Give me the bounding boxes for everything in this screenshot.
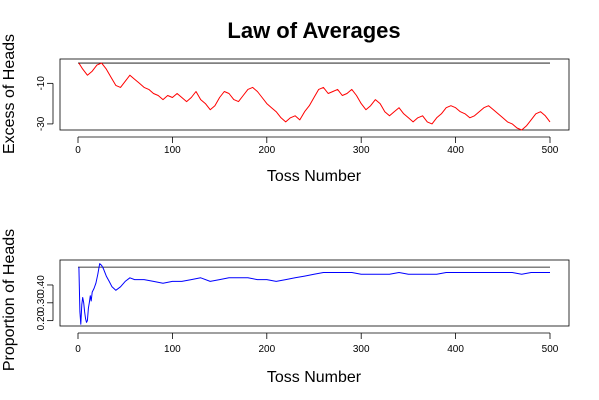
- proportion-x-tick-label: 300: [353, 344, 370, 355]
- proportion-y-tick-label: 0.30: [36, 293, 47, 313]
- proportion-y-tick-label: 0.20: [36, 310, 47, 330]
- excess-y-tick-label: -30: [36, 116, 47, 131]
- excess-x-tick-label: 200: [258, 145, 275, 156]
- excess-axis-ylabel: Excess of Heads: [1, 34, 18, 154]
- proportion-of-heads-panel: Proportion of Heads Toss Number 0 100 200 3…: [1, 229, 570, 386]
- excess-x-tick-label: 100: [164, 145, 181, 156]
- proportion-plot-frame: [59, 259, 570, 327]
- proportion-x-tick-label: 100: [164, 344, 181, 355]
- excess-y-tick-label: -10: [36, 76, 47, 91]
- excess-series-line: [78, 62, 551, 131]
- proportion-axis-xlabel: Toss Number: [267, 369, 362, 386]
- proportion-x-tick-label: 500: [542, 344, 559, 355]
- proportion-axis-ylabel: Proportion of Heads: [1, 229, 18, 371]
- proportion-x-tick-label: 400: [447, 344, 464, 355]
- excess-plot-frame: [59, 58, 570, 131]
- excess-x-tick-label: 300: [353, 145, 370, 156]
- excess-x-tick-label: 400: [447, 145, 464, 156]
- proportion-y-tick-label: 0.40: [36, 275, 47, 295]
- figure-title: Law of Averages: [227, 18, 400, 43]
- excess-x-tick-label: 0: [75, 145, 81, 156]
- excess-x-tick-label: 500: [542, 145, 559, 156]
- proportion-x-tick-label: 200: [258, 344, 275, 355]
- proportion-series-line: [78, 263, 550, 325]
- excess-of-heads-panel: Excess of Heads Toss Number 0 100 200 300 40…: [1, 34, 570, 185]
- proportion-x-tick-label: 0: [75, 344, 81, 355]
- excess-axis-xlabel: Toss Number: [267, 168, 362, 185]
